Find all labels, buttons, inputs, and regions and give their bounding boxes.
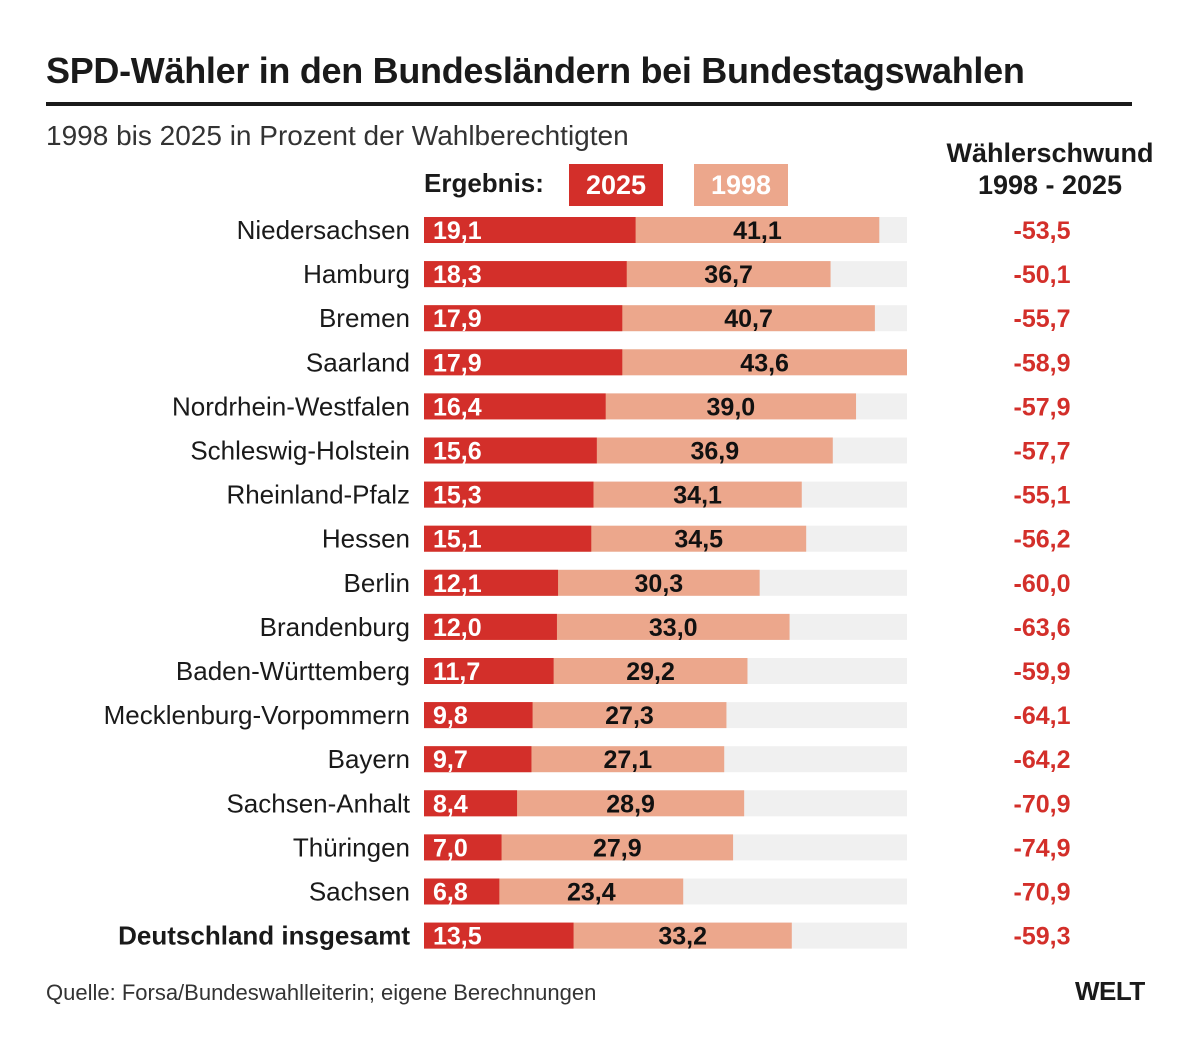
chart-subtitle: 1998 bis 2025 in Prozent der Wahlberecht… xyxy=(46,120,629,151)
change-header-line1: Wählerschwund xyxy=(946,138,1154,168)
bar-2025 xyxy=(424,437,597,464)
value-label-1998: 39,0 xyxy=(707,393,756,421)
legend-item-1998: 1998 xyxy=(694,164,788,206)
bar-2025 xyxy=(424,261,627,288)
bar-2025 xyxy=(424,349,623,376)
change-value: -60,0 xyxy=(1014,570,1071,598)
category-label: Sachsen xyxy=(309,877,410,907)
chart-title: SPD-Wähler in den Bundesländern bei Bund… xyxy=(46,50,1025,91)
change-value: -59,3 xyxy=(1014,923,1071,951)
value-label-2025: 7,0 xyxy=(433,834,468,862)
bar-2025 xyxy=(424,569,559,596)
value-label-1998: 29,2 xyxy=(626,658,675,686)
bar-2025 xyxy=(424,658,554,684)
bar-2025 xyxy=(424,878,500,905)
value-label-1998: 41,1 xyxy=(733,217,782,245)
source-note: Quelle: Forsa/Bundeswahlleiterin; eigene… xyxy=(46,980,597,1005)
change-value: -56,2 xyxy=(1014,526,1071,554)
category-label: Niedersachsen xyxy=(237,215,410,245)
category-label: Rheinland-Pfalz xyxy=(226,480,410,510)
value-label-1998: 33,0 xyxy=(649,614,698,642)
bar-2025 xyxy=(424,305,623,332)
bar-2025 xyxy=(424,702,533,729)
value-label-2025: 13,5 xyxy=(433,923,482,951)
value-label-2025: 17,9 xyxy=(433,349,482,377)
legend-label: Ergebnis: xyxy=(424,168,544,198)
category-label: Deutschland insgesamt xyxy=(118,921,410,951)
bar-2025 xyxy=(424,393,606,420)
title-divider xyxy=(46,102,1132,106)
value-label-2025: 9,7 xyxy=(433,746,468,774)
category-label: Thüringen xyxy=(293,832,410,862)
value-label-1998: 30,3 xyxy=(635,570,684,598)
category-label: Bayern xyxy=(328,744,410,774)
bar-2025 xyxy=(424,481,594,508)
value-label-2025: 6,8 xyxy=(433,879,468,907)
value-label-2025: 12,0 xyxy=(433,614,482,642)
legend-item-2025: 2025 xyxy=(569,164,663,206)
change-value: -63,6 xyxy=(1014,614,1071,642)
category-label: Bremen xyxy=(319,303,410,333)
value-label-1998: 33,2 xyxy=(658,923,707,951)
value-label-1998: 27,1 xyxy=(603,746,652,774)
value-label-1998: 43,6 xyxy=(740,349,789,377)
category-label: Berlin xyxy=(344,568,410,598)
bar-2025 xyxy=(424,217,636,243)
category-label: Brandenburg xyxy=(260,612,410,642)
change-value: -57,7 xyxy=(1014,438,1071,466)
bar-2025 xyxy=(424,746,532,773)
category-label: Hessen xyxy=(322,524,410,554)
category-label: Hamburg xyxy=(303,259,410,289)
value-label-1998: 27,3 xyxy=(605,702,654,730)
bar-2025 xyxy=(424,922,574,949)
change-value: -59,9 xyxy=(1014,658,1071,686)
change-value: -57,9 xyxy=(1014,393,1071,421)
value-label-2025: 11,7 xyxy=(433,658,480,686)
value-label-1998: 34,1 xyxy=(673,482,722,510)
change-value: -64,1 xyxy=(1014,702,1071,730)
category-label: Sachsen-Anhalt xyxy=(226,788,410,818)
change-value: -64,2 xyxy=(1014,746,1071,774)
welt-logo: WELT xyxy=(1075,976,1145,1006)
change-value: -53,5 xyxy=(1014,217,1071,245)
value-label-1998: 36,9 xyxy=(690,438,739,466)
bar-2025 xyxy=(424,613,557,640)
value-label-1998: 28,9 xyxy=(606,790,655,818)
value-label-2025: 15,1 xyxy=(433,526,482,554)
change-value: -74,9 xyxy=(1014,834,1071,862)
change-value: -55,7 xyxy=(1014,305,1071,333)
bar-2025 xyxy=(424,525,592,552)
change-header-line2: 1998 - 2025 xyxy=(977,170,1123,200)
value-label-1998: 36,7 xyxy=(704,261,753,289)
bar-2025 xyxy=(424,834,502,861)
value-label-2025: 12,1 xyxy=(433,570,482,598)
value-label-2025: 17,9 xyxy=(433,305,482,333)
value-label-1998: 40,7 xyxy=(724,305,773,333)
value-label-2025: 18,3 xyxy=(433,261,482,289)
bar-2025 xyxy=(424,790,518,817)
change-value: -70,9 xyxy=(1014,790,1071,818)
category-label: Mecklenburg-Vorpommern xyxy=(104,700,410,730)
change-value: -70,9 xyxy=(1014,879,1071,907)
value-label-1998: 23,4 xyxy=(567,879,616,907)
value-label-2025: 19,1 xyxy=(433,217,482,245)
category-label: Nordrhein-Westfalen xyxy=(172,391,410,421)
value-label-1998: 34,5 xyxy=(674,526,723,554)
category-label: Saarland xyxy=(306,347,410,377)
change-value: -55,1 xyxy=(1014,482,1071,510)
value-label-2025: 15,3 xyxy=(433,482,482,510)
value-label-2025: 8,4 xyxy=(433,790,468,818)
value-label-2025: 15,6 xyxy=(433,438,482,466)
value-label-2025: 16,4 xyxy=(433,393,482,421)
value-label-2025: 9,8 xyxy=(433,702,468,730)
change-value: -50,1 xyxy=(1014,261,1071,289)
value-label-1998: 27,9 xyxy=(593,834,642,862)
category-label: Baden-Württemberg xyxy=(176,656,410,686)
change-value: -58,9 xyxy=(1014,349,1071,377)
category-label: Schleswig-Holstein xyxy=(190,436,410,466)
